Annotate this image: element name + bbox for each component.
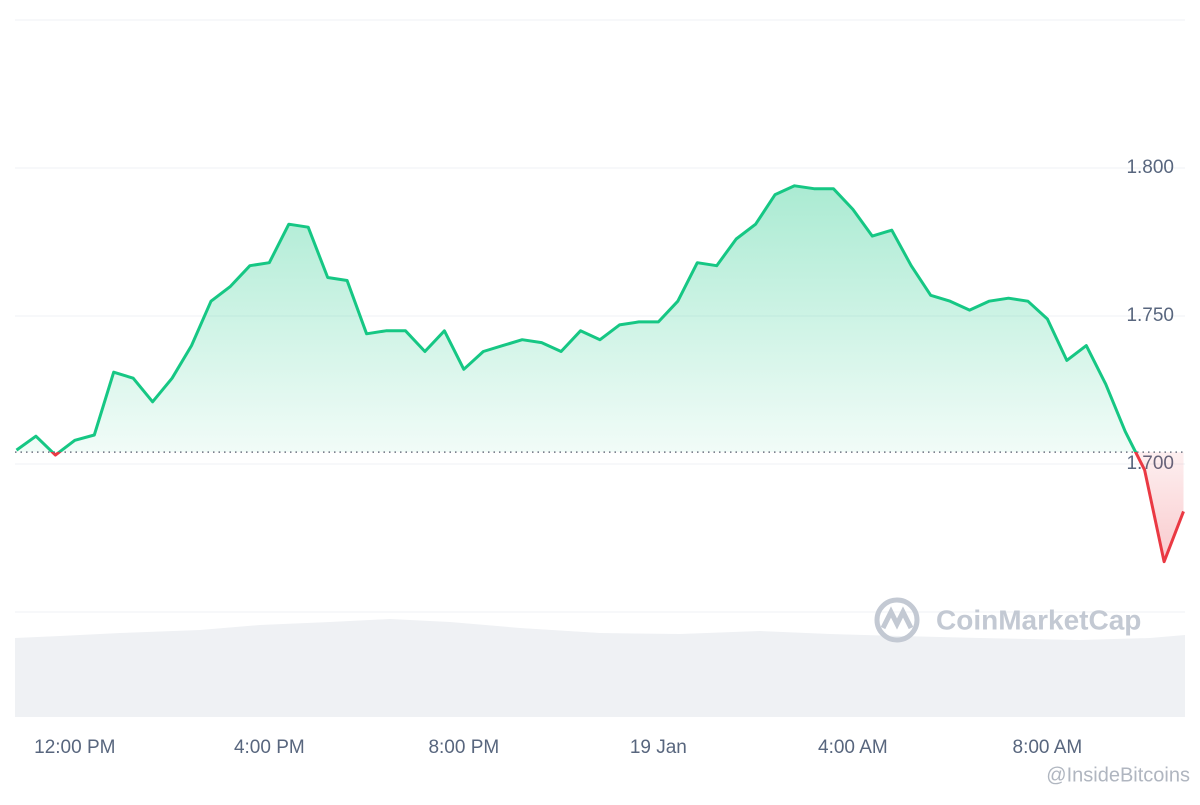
price-area <box>16 185 1184 562</box>
x-tick-label: 8:00 PM <box>428 737 499 758</box>
x-tick-label: 19 Jan <box>630 737 687 758</box>
x-tick-label: 4:00 AM <box>818 737 888 758</box>
credit: @InsideBitcoins <box>1046 764 1190 786</box>
x-tick-label: 4:00 PM <box>234 737 305 758</box>
watermark: CoinMarketCap <box>936 604 1141 635</box>
y-tick-label: 1.750 <box>1126 305 1174 326</box>
volume-area <box>15 619 1185 717</box>
watermark-logo <box>874 597 920 643</box>
price-line <box>15 184 1185 564</box>
x-tick-label: 12:00 PM <box>34 737 115 758</box>
x-tick-label: 8:00 AM <box>1013 737 1083 758</box>
y-tick-label: 1.800 <box>1126 157 1174 178</box>
